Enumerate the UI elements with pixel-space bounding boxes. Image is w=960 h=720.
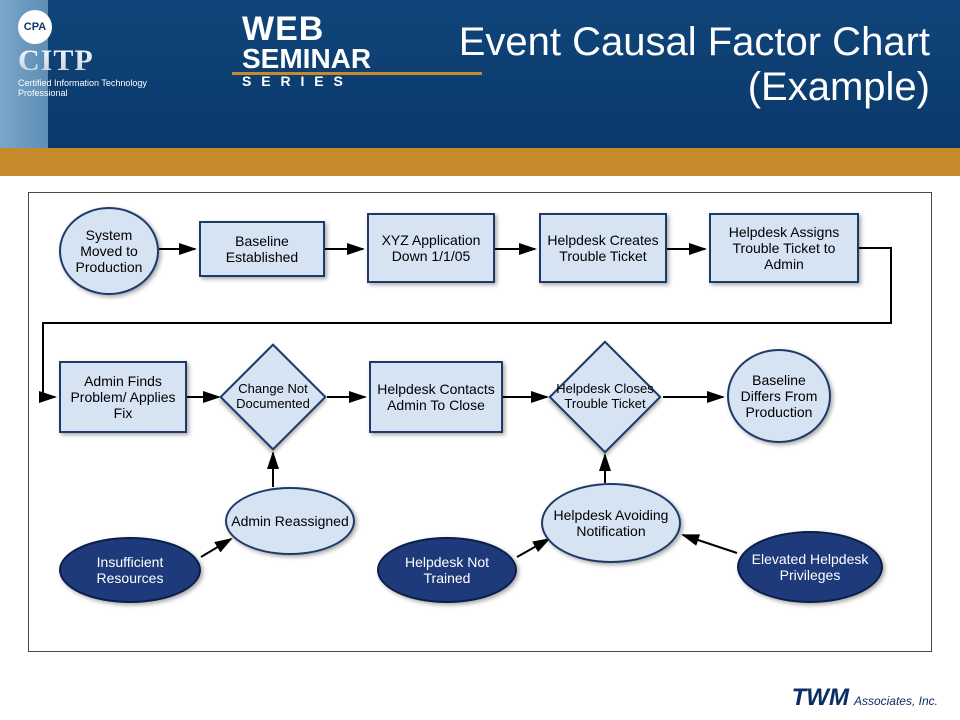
node-xyz-down: XYZ Application Down 1/1/05 — [367, 213, 495, 283]
node-helpdesk-assigns: Helpdesk Assigns Trouble Ticket to Admin — [709, 213, 859, 283]
node-helpdesk-avoiding: Helpdesk Avoiding Notification — [541, 483, 681, 563]
citp-text: CITP — [18, 44, 228, 78]
node-label: Helpdesk Not Trained — [383, 554, 511, 586]
node-label: Admin Finds Problem/ Applies Fix — [65, 373, 181, 421]
node-label: Helpdesk Creates Trouble Ticket — [545, 232, 661, 264]
node-admin-fix: Admin Finds Problem/ Applies Fix — [59, 361, 187, 433]
series-text: S E R I E S — [242, 73, 371, 89]
node-label: XYZ Application Down 1/1/05 — [373, 232, 489, 264]
citp-subtitle: Certified Information Technology Profess… — [18, 78, 168, 98]
footer-logo: TWM Associates, Inc. — [792, 684, 938, 712]
node-label: Baseline Established — [205, 233, 319, 265]
node-system-moved: System Moved to Production — [59, 207, 159, 295]
header-stripe — [0, 148, 960, 176]
node-label: Admin Reassigned — [231, 513, 349, 529]
slide-header: CPA CITP Certified Information Technolog… — [0, 0, 960, 160]
node-label: Helpdesk Assigns Trouble Ticket to Admin — [715, 224, 853, 272]
node-helpdesk-closes: Helpdesk Closes Trouble Ticket — [565, 357, 645, 437]
node-label: Insufficient Resources — [65, 554, 195, 586]
footer-suffix: Associates, Inc. — [854, 694, 938, 708]
node-label: Helpdesk Closes Trouble Ticket — [547, 382, 663, 412]
node-helpdesk-creates: Helpdesk Creates Trouble Ticket — [539, 213, 667, 283]
node-baseline-differs: Baseline Differs From Production — [727, 349, 831, 443]
node-admin-reassigned: Admin Reassigned — [225, 487, 355, 555]
node-label: Helpdesk Avoiding Notification — [547, 507, 675, 539]
node-label: Baseline Differs From Production — [733, 372, 825, 420]
node-change-not-documented: Change Not Documented — [235, 359, 311, 435]
web-seminar-logo: WEB SEMINAR S E R I E S — [242, 10, 371, 89]
node-elevated-privileges: Elevated Helpdesk Privileges — [737, 531, 883, 603]
seminar-text: SEMINAR — [242, 43, 371, 75]
footer-company: TWM — [792, 684, 849, 711]
node-label: Elevated Helpdesk Privileges — [743, 551, 877, 583]
node-insufficient-resources: Insufficient Resources — [59, 537, 201, 603]
logo-block: CPA CITP Certified Information Technolog… — [18, 10, 228, 140]
node-helpdesk-contacts: Helpdesk Contacts Admin To Close — [369, 361, 503, 433]
node-label: System Moved to Production — [65, 227, 153, 275]
node-baseline-established: Baseline Established — [199, 221, 325, 277]
flowchart-canvas: System Moved to Production Baseline Esta… — [28, 192, 932, 652]
node-helpdesk-not-trained: Helpdesk Not Trained — [377, 537, 517, 603]
slide-title: Event Causal Factor Chart (Example) — [410, 20, 930, 110]
node-label: Helpdesk Contacts Admin To Close — [375, 381, 497, 413]
node-label: Change Not Documented — [217, 382, 329, 412]
cpa-text: CPA — [24, 21, 46, 33]
cpa-badge: CPA — [18, 10, 52, 44]
